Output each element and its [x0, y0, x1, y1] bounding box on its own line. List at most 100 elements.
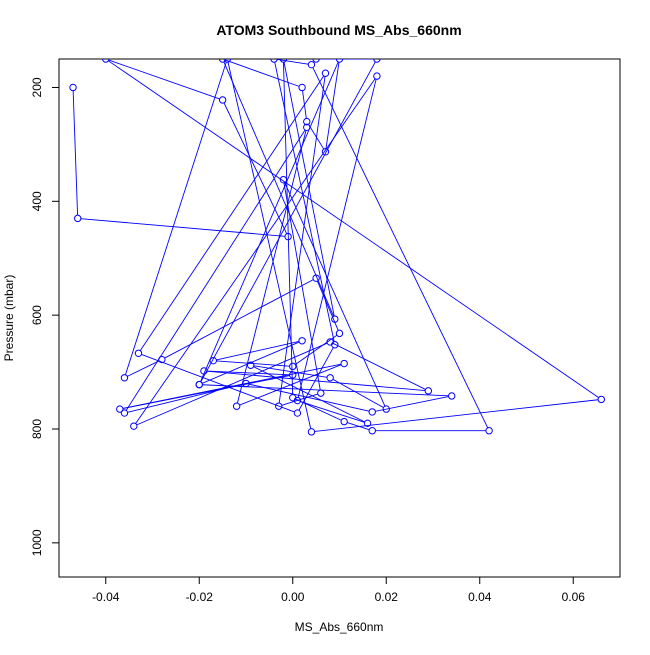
data-point	[448, 392, 456, 400]
data-point	[120, 409, 129, 417]
data-point	[218, 59, 227, 63]
data-point	[331, 315, 339, 323]
series-line-segment	[312, 67, 489, 429]
data-point	[373, 59, 381, 63]
series-line-segment	[139, 75, 325, 351]
data-point	[69, 83, 77, 92]
data-point	[74, 214, 82, 223]
x-axis: -0.04 -0.02 0.00 0.02 0.04 0.06	[92, 576, 585, 604]
series-line-segment	[80, 218, 285, 237]
y-axis-label: Pressure (mbar)	[2, 275, 16, 362]
series-line-segment	[295, 334, 338, 365]
data-point	[298, 337, 306, 345]
data-point	[382, 405, 390, 413]
chart-title: ATOM3 Southbound MS_Abs_660nm	[216, 22, 461, 38]
series-line-segment	[164, 279, 314, 359]
series-line-segment	[325, 62, 340, 149]
x-tick-label: -0.02	[186, 590, 214, 604]
data-point	[307, 60, 316, 69]
series-line-segment	[283, 62, 294, 395]
series-line-segment	[227, 62, 312, 429]
series-line-segment	[298, 347, 334, 411]
y-tick-label: 800	[30, 419, 44, 439]
series-line-segment	[127, 360, 160, 377]
data-point	[368, 408, 376, 416]
data-point	[340, 359, 348, 368]
y-axis: 200 400 600 800 1000	[30, 77, 60, 556]
data-point	[326, 374, 334, 382]
series-line-segment	[207, 370, 290, 376]
data-point	[120, 374, 129, 382]
data-point	[485, 427, 493, 435]
series-line-segment	[332, 378, 384, 408]
data-point	[340, 417, 348, 426]
y-tick-label: 1000	[30, 529, 44, 556]
series-line-segment	[72, 90, 79, 216]
data-point	[303, 117, 311, 126]
data-point	[317, 389, 325, 397]
series-line-segment	[225, 59, 300, 87]
data-point	[363, 419, 372, 428]
data-point	[102, 59, 110, 63]
data-point	[232, 402, 241, 410]
x-tick-label: -0.04	[92, 590, 120, 604]
data-point	[368, 427, 376, 435]
data-point	[209, 356, 217, 365]
series-line-segment	[314, 399, 599, 432]
data-point	[335, 59, 344, 63]
data-point	[335, 329, 344, 338]
data-point	[200, 367, 208, 375]
x-tick-label: 0.02	[375, 590, 399, 604]
series-line-segment	[122, 375, 290, 409]
x-tick-label: 0.04	[468, 590, 492, 604]
data-point	[293, 409, 302, 417]
data-point	[158, 355, 166, 364]
series-line-segment	[332, 342, 426, 390]
data-point	[279, 59, 288, 63]
data-point	[116, 405, 124, 413]
data-point	[270, 59, 278, 63]
y-tick-label: 400	[30, 191, 44, 211]
series-line-segment	[125, 61, 227, 375]
data-point	[130, 422, 138, 430]
data-point	[597, 395, 605, 404]
data-point	[307, 428, 316, 436]
data-point	[246, 361, 255, 369]
series-line-segment	[278, 76, 326, 404]
series-line-segment	[347, 422, 370, 431]
data-point	[289, 371, 297, 379]
series-line-segment	[295, 398, 342, 421]
data-point	[312, 59, 320, 63]
series-line-segment	[253, 365, 328, 378]
series-line-segment	[200, 61, 376, 383]
data-point	[289, 393, 297, 402]
data-point	[424, 387, 433, 395]
data-point	[289, 362, 297, 371]
series-line-segment	[223, 61, 334, 317]
data-point	[279, 175, 288, 184]
data-point	[223, 59, 231, 63]
data-point	[195, 380, 203, 389]
series-line-segment	[283, 62, 335, 317]
data-point	[134, 349, 143, 357]
x-tick-label: 0.00	[281, 590, 305, 604]
series-line-segment	[202, 341, 300, 384]
data-point	[284, 232, 292, 241]
series-line-segment	[216, 341, 300, 361]
data-point	[373, 72, 381, 80]
series-line-segment	[125, 129, 306, 411]
series-line-segment	[108, 60, 599, 398]
series-line-segment	[308, 124, 325, 150]
data-point	[331, 341, 339, 349]
data-point	[321, 69, 330, 77]
y-tick-label: 600	[30, 305, 44, 325]
series-line-segment	[135, 78, 376, 424]
series-line-segment	[223, 102, 288, 234]
series-line-segment	[200, 61, 339, 382]
series-line-segment	[284, 182, 386, 407]
series-line-segment	[253, 366, 365, 423]
series-line-segment	[141, 353, 295, 413]
x-axis-label: MS_Abs_660nm	[295, 620, 384, 634]
